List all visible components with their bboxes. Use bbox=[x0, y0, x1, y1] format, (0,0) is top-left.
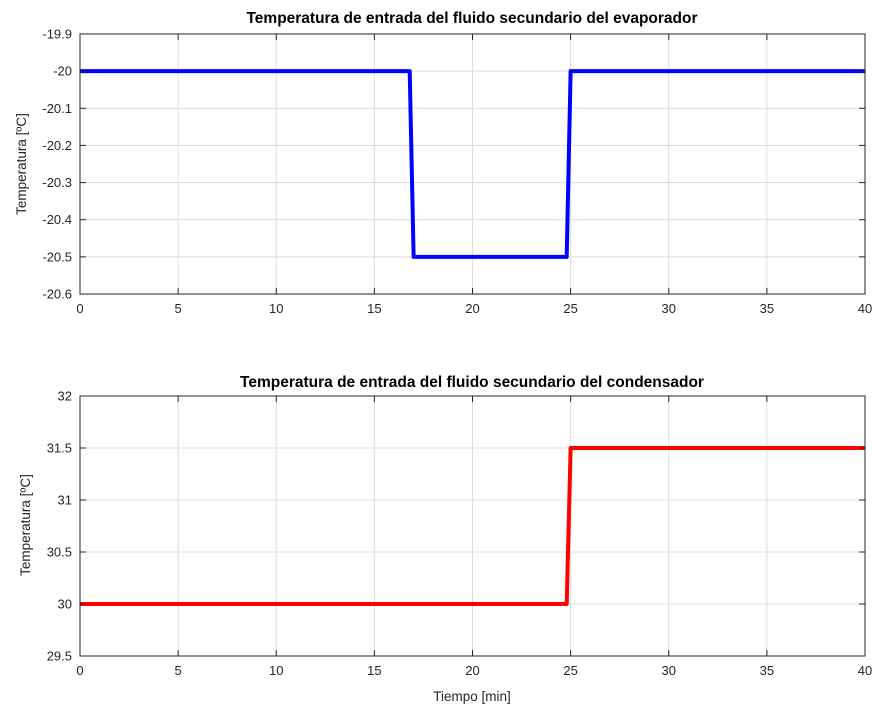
evaporator-y-axis-label: Temperatura [ºC] bbox=[14, 113, 29, 215]
series-line bbox=[80, 69, 865, 259]
x-tick-label: 40 bbox=[858, 301, 872, 316]
condenser-chart: Temperatura de entrada del fluido secund… bbox=[18, 374, 872, 704]
x-tick-label: 30 bbox=[662, 301, 676, 316]
y-tick-label: -20.6 bbox=[42, 287, 72, 302]
x-tick-label: 0 bbox=[76, 663, 83, 678]
y-tick-label: -20.1 bbox=[42, 101, 72, 116]
x-tick-label: 40 bbox=[858, 663, 872, 678]
evaporator-plot-area: 0 5 10 15 20 25 30 35 40 -19.9 -20 -20.1 -20.2 -20.3 -… bbox=[42, 27, 872, 317]
y-tick-label: -19.9 bbox=[42, 27, 72, 42]
x-tick-label: 0 bbox=[76, 301, 83, 316]
y-tick-label: 31 bbox=[58, 493, 72, 508]
evaporator-chart: Temperatura de entrada del fluido secund… bbox=[14, 10, 872, 316]
x-tick-label: 15 bbox=[367, 301, 381, 316]
x-tick-label: 35 bbox=[760, 663, 774, 678]
condenser-chart-title: Temperatura de entrada del fluido secund… bbox=[240, 374, 704, 391]
y-tick-label: 29.5 bbox=[47, 649, 72, 664]
x-tick-label: 10 bbox=[269, 301, 283, 316]
y-tick-label: -20.5 bbox=[42, 249, 72, 264]
y-tick-label: -20 bbox=[53, 64, 72, 79]
y-tick-label: 32 bbox=[58, 389, 72, 404]
x-tick-label: 20 bbox=[465, 301, 479, 316]
y-tick-label: 30 bbox=[58, 597, 72, 612]
y-tick-label: -20.4 bbox=[42, 212, 72, 227]
y-tick-label: 30.5 bbox=[47, 545, 72, 560]
condenser-x-axis-label: Tiempo [min] bbox=[433, 689, 511, 704]
condenser-y-axis-label: Temperatura [ºC] bbox=[18, 474, 33, 576]
y-tick-label: 31.5 bbox=[47, 441, 72, 456]
y-tick-label: -20.2 bbox=[42, 138, 72, 153]
x-tick-label: 35 bbox=[760, 301, 774, 316]
x-tick-label: 30 bbox=[662, 663, 676, 678]
evaporator-chart-title: Temperatura de entrada del fluido secund… bbox=[246, 10, 697, 27]
x-tick-label: 15 bbox=[367, 663, 381, 678]
x-tick-label: 10 bbox=[269, 663, 283, 678]
x-tick-label: 5 bbox=[175, 663, 182, 678]
x-tick-label: 5 bbox=[175, 301, 182, 316]
x-tick-label: 25 bbox=[563, 663, 577, 678]
y-tick-label: -20.3 bbox=[42, 175, 72, 190]
condenser-plot-area: 0 5 10 15 20 25 30 35 40 32 31.5 31 30.5 30 29.5 bbox=[47, 389, 873, 679]
x-tick-label: 25 bbox=[563, 301, 577, 316]
series-line bbox=[80, 446, 865, 606]
x-tick-label: 20 bbox=[465, 663, 479, 678]
